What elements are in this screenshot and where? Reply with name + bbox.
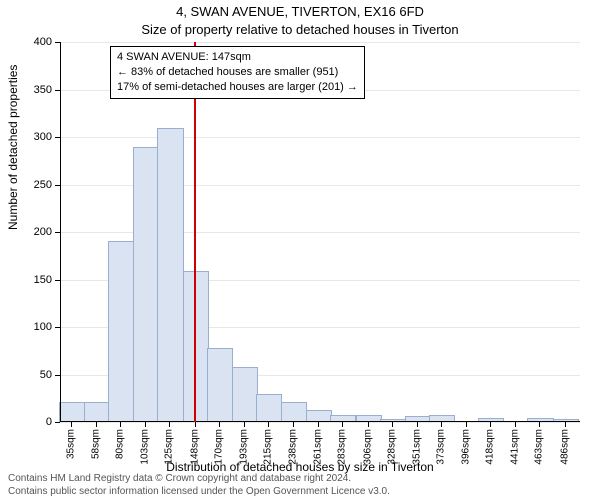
gridline (60, 422, 580, 423)
histogram-bar (108, 241, 134, 423)
y-tick-label: 400 (34, 36, 52, 48)
x-tick-mark (195, 422, 196, 427)
chart-container: 4, SWAN AVENUE, TIVERTON, EX16 6FD Size … (0, 0, 600, 500)
y-tick-label: 0 (46, 416, 52, 428)
y-tick-label: 200 (34, 226, 52, 238)
chart-address-title: 4, SWAN AVENUE, TIVERTON, EX16 6FD (0, 4, 600, 19)
x-tick-mark (417, 422, 418, 427)
y-tick-mark (55, 422, 60, 423)
y-axis-line (60, 42, 61, 422)
x-tick-mark (268, 422, 269, 427)
attribution-line-1: Contains HM Land Registry data © Crown c… (8, 473, 592, 486)
y-tick-label: 100 (34, 321, 52, 333)
x-tick-mark (490, 422, 491, 427)
x-tick-mark (368, 422, 369, 427)
x-tick-mark (565, 422, 566, 427)
histogram-bar (256, 394, 282, 422)
y-tick-label: 350 (34, 84, 52, 96)
annotation-line-1: 4 SWAN AVENUE: 147sqm (117, 50, 358, 65)
chart-subtitle: Size of property relative to detached ho… (0, 22, 600, 37)
y-tick-label: 300 (34, 131, 52, 143)
x-tick-mark (515, 422, 516, 427)
histogram-bar (59, 402, 85, 422)
y-tick-label: 50 (40, 369, 52, 381)
y-axis-label: Number of detached properties (6, 65, 20, 230)
x-tick-mark (96, 422, 97, 427)
x-tick-label: 58sqm (91, 429, 102, 459)
annotation-line-2: ← 83% of detached houses are smaller (95… (117, 65, 358, 80)
x-tick-mark (342, 422, 343, 427)
histogram-bar (232, 367, 258, 422)
x-tick-mark (318, 422, 319, 427)
attribution-line-2: Contains public sector information licen… (8, 486, 592, 499)
x-tick-mark (293, 422, 294, 427)
attribution-footer: Contains HM Land Registry data © Crown c… (8, 473, 592, 498)
histogram-bar (183, 271, 209, 422)
x-tick-mark (169, 422, 170, 427)
x-tick-label: 80sqm (115, 429, 126, 459)
x-axis-line (60, 421, 580, 422)
histogram-bar (133, 147, 159, 422)
gridline (60, 42, 580, 43)
y-tick-label: 150 (34, 274, 52, 286)
annotation-line-3: 17% of semi-detached houses are larger (… (117, 80, 358, 95)
x-tick-mark (466, 422, 467, 427)
gridline (60, 137, 580, 138)
x-tick-mark (441, 422, 442, 427)
x-tick-mark (145, 422, 146, 427)
x-tick-mark (120, 422, 121, 427)
x-tick-label: 35sqm (65, 429, 76, 459)
y-tick-label: 250 (34, 179, 52, 191)
histogram-bar (84, 402, 110, 422)
histogram-bar (281, 402, 307, 422)
histogram-bar (157, 128, 183, 422)
annotation-box: 4 SWAN AVENUE: 147sqm ← 83% of detached … (110, 46, 365, 99)
reference-line (194, 42, 196, 422)
plot-area: 05010015020025030035040035sqm58sqm80sqm1… (60, 42, 580, 422)
x-tick-mark (71, 422, 72, 427)
x-tick-mark (539, 422, 540, 427)
x-tick-mark (392, 422, 393, 427)
x-tick-mark (244, 422, 245, 427)
x-axis-label: Distribution of detached houses by size … (0, 460, 600, 474)
histogram-bar (207, 348, 233, 422)
x-tick-mark (219, 422, 220, 427)
